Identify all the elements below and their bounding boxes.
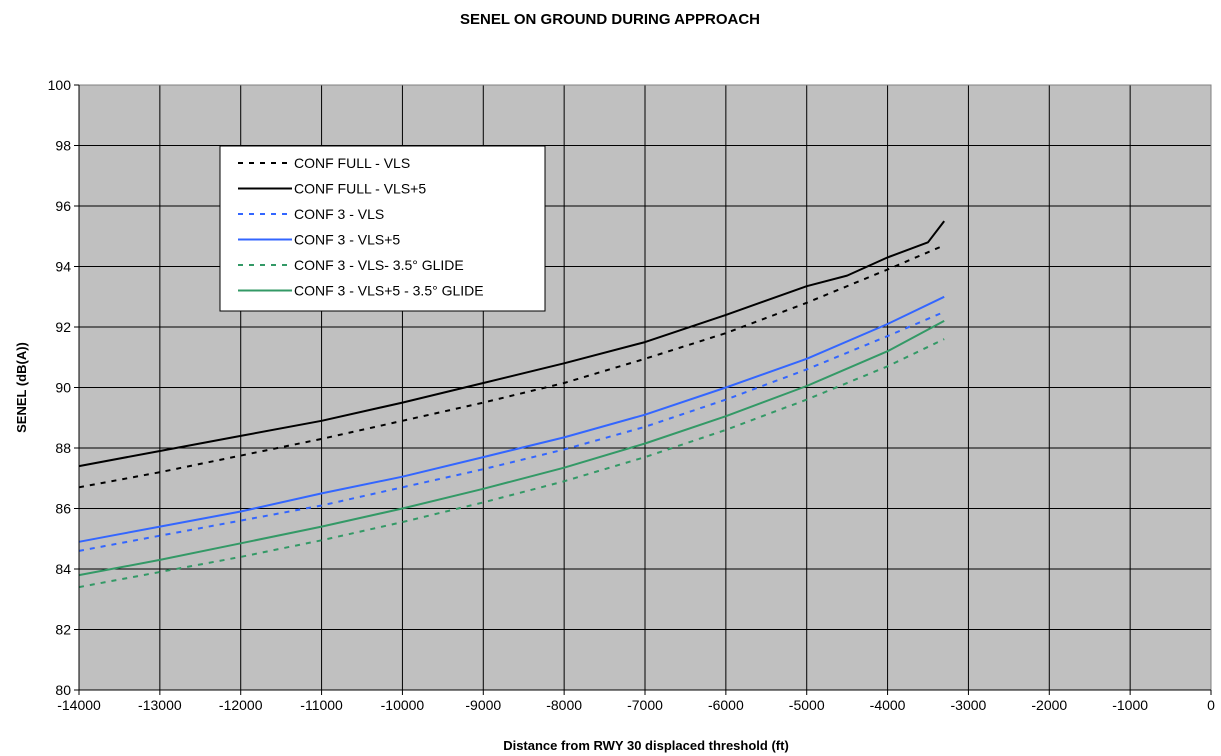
y-tick-label: 88 (55, 440, 71, 456)
y-tick-label: 92 (55, 319, 71, 335)
series-line-3 (78, 310, 945, 552)
x-tick-label: -13000 (138, 697, 182, 713)
axes: 80 82 84 86 88 90 92 94 96 98 100 -14000 -13000 -1200… (48, 77, 1215, 713)
y-tick-label: 82 (55, 622, 71, 638)
x-tick-label: -6000 (708, 697, 744, 713)
series-line-1 (78, 244, 945, 489)
legend-label: CONF FULL - VLS+5 (294, 181, 426, 197)
y-tick-label: 94 (55, 259, 71, 275)
chart-title: SENEL ON GROUND DURING APPROACH (460, 11, 760, 28)
x-tick-label: -11000 (300, 697, 343, 713)
x-tick-label: -2000 (1031, 697, 1067, 713)
x-tick-label: -3000 (951, 697, 987, 713)
y-tick-label: 98 (55, 138, 71, 154)
legend: CONF FULL - VLS CONF FULL - VLS+5 CONF 3 -… (219, 145, 546, 312)
x-tick-label: -8000 (546, 697, 582, 713)
series-layer (78, 220, 945, 589)
legend-box (219, 145, 546, 312)
legend-label: CONF FULL - VLS (294, 155, 410, 171)
series-line-5 (78, 338, 945, 589)
y-tick-label: 86 (55, 501, 71, 517)
legend-label: CONF 3 - VLS (294, 206, 384, 222)
legend-label: CONF 3 - VLS- 3.5° GLIDE (294, 257, 464, 273)
legend-label: CONF 3 - VLS+5 - 3.5° GLIDE (294, 283, 484, 299)
x-tick-label: -9000 (465, 697, 501, 713)
x-tick-label: -5000 (789, 697, 825, 713)
series-line-2 (78, 220, 945, 468)
y-tick-label: 80 (55, 682, 71, 698)
y-tick-label: 96 (55, 198, 71, 214)
legend-label: CONF 3 - VLS+5 (294, 232, 400, 248)
y-tick-label: 100 (48, 77, 72, 93)
x-tick-label: -12000 (219, 697, 263, 713)
y-axis-label: SENEL (dB(A)) (14, 342, 29, 433)
x-tick-label: 0 (1207, 697, 1215, 713)
x-tick-label: -7000 (627, 697, 663, 713)
x-axis-label: Distance from RWY 30 displaced threshold… (503, 738, 789, 753)
x-tick-label: -1000 (1112, 697, 1148, 713)
y-tick-label: 84 (55, 561, 71, 577)
x-tick-label: -4000 (870, 697, 906, 713)
series-line-6 (78, 320, 945, 577)
series-line-4 (78, 295, 945, 543)
y-tick-label: 90 (55, 380, 71, 396)
x-tick-label: -14000 (57, 697, 101, 713)
x-tick-label: -10000 (381, 697, 425, 713)
